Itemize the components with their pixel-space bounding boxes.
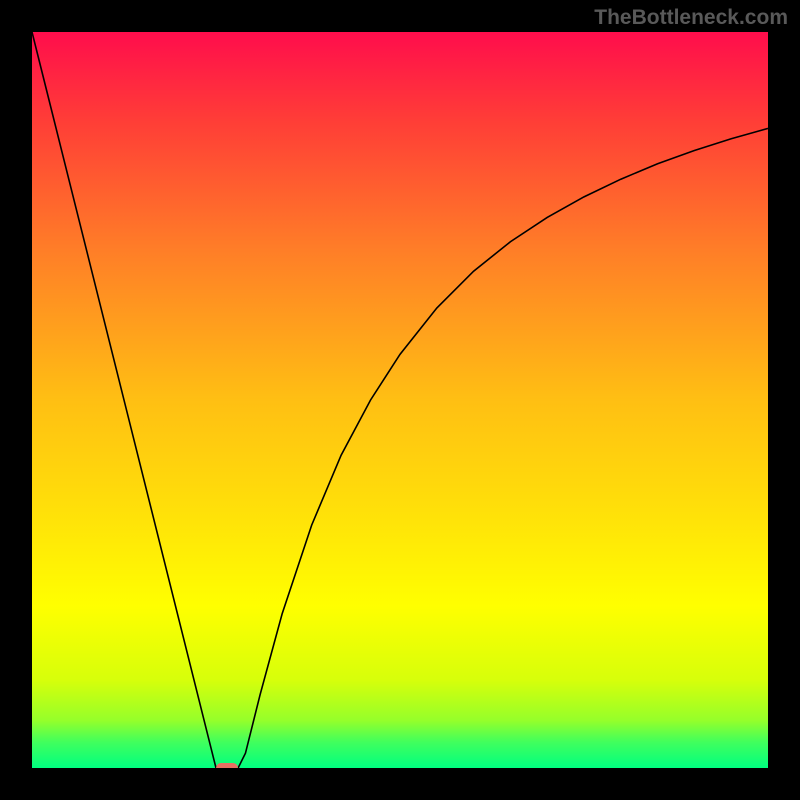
curve-path <box>32 32 768 768</box>
optimal-marker <box>216 763 238 768</box>
plot-area <box>32 32 768 768</box>
watermark-text: TheBottleneck.com <box>594 6 788 30</box>
bottleneck-curve <box>32 32 768 768</box>
